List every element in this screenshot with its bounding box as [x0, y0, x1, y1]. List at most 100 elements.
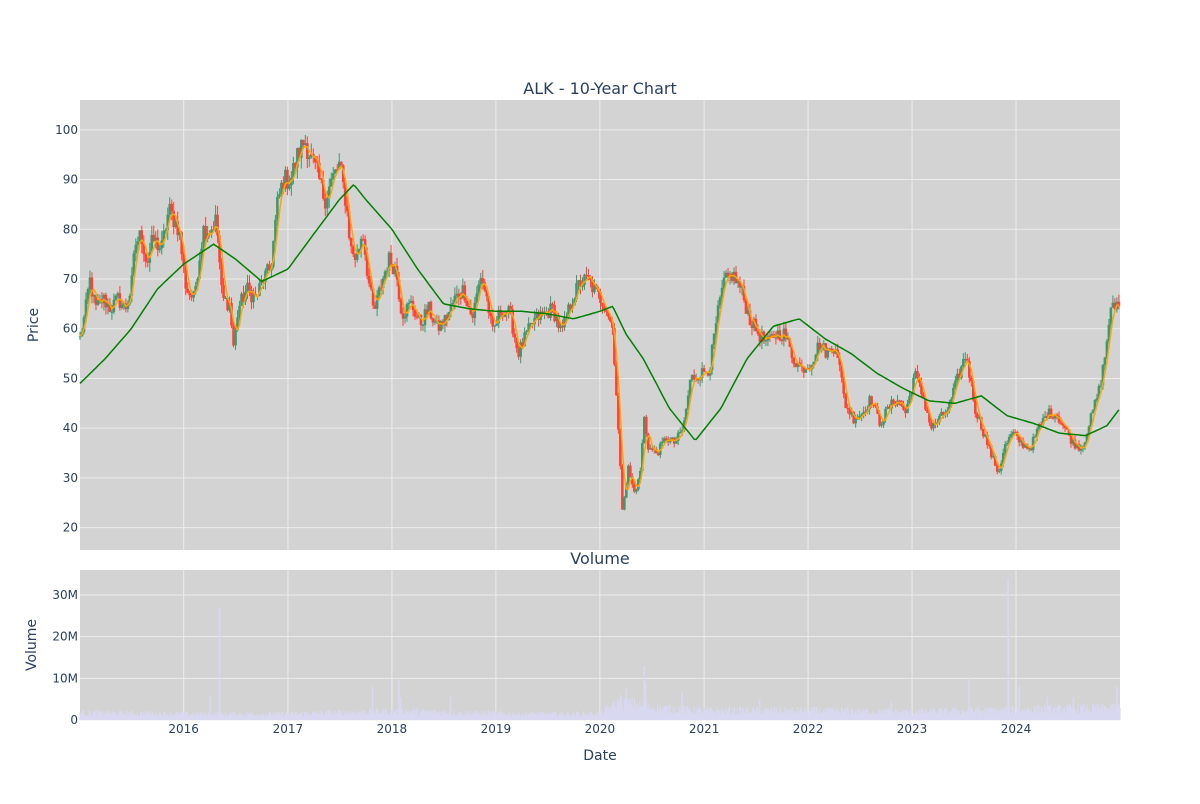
volume-bar	[883, 710, 885, 720]
volume-bar	[246, 715, 249, 720]
volume-bar	[333, 710, 335, 720]
candle-up	[337, 161, 341, 170]
volume-bar	[310, 714, 313, 720]
candle-down	[898, 400, 901, 402]
volume-bar	[128, 712, 130, 720]
volume-bar	[984, 707, 986, 720]
volume-bar	[602, 715, 604, 720]
volume-bar	[161, 716, 163, 720]
candle-up	[495, 323, 499, 326]
candle-down	[1025, 444, 1029, 449]
volume-bar	[260, 716, 262, 720]
volume-bar	[737, 714, 739, 720]
volume-bar	[231, 711, 233, 720]
volume-bar	[442, 711, 444, 720]
volume-bar	[718, 710, 720, 720]
volume-bar	[376, 708, 378, 720]
candle-down	[489, 312, 493, 317]
volume-bar	[1062, 708, 1064, 720]
volume-bar	[800, 707, 802, 720]
volume-bar	[222, 714, 225, 720]
volume-bar	[822, 713, 824, 720]
candle-up	[593, 284, 596, 293]
volume-bar	[739, 706, 741, 720]
volume-bar	[864, 709, 866, 720]
volume-bar	[189, 714, 191, 720]
volume-bar	[934, 711, 937, 720]
candle-down	[848, 408, 851, 415]
volume-bar	[813, 710, 815, 720]
volume-bar	[443, 710, 445, 720]
volume-bar-spike	[218, 607, 221, 720]
candle-up	[956, 373, 959, 381]
candle-down	[401, 313, 405, 319]
volume-bar	[706, 706, 708, 720]
candle-up	[752, 318, 756, 329]
candle-down	[487, 296, 491, 313]
candle-down	[792, 357, 796, 364]
volume-bar	[403, 713, 405, 720]
volume-bar	[428, 710, 430, 720]
volume-bar	[138, 715, 140, 720]
candle-up	[246, 282, 249, 292]
volume-bar	[600, 712, 602, 720]
volume-bar	[738, 714, 740, 720]
candle-down	[561, 325, 564, 328]
candle-down	[1069, 435, 1073, 444]
candle-up	[194, 285, 197, 292]
volume-y-tick-label: 30M	[52, 588, 78, 602]
volume-bar	[786, 710, 788, 720]
volume-bar	[731, 713, 733, 720]
volume-bar	[1010, 714, 1012, 720]
volume-bar	[698, 707, 700, 720]
candle-up	[983, 434, 987, 437]
volume-bar	[897, 709, 899, 720]
volume-bar	[542, 712, 544, 720]
volume-bar	[228, 713, 231, 720]
candle-up	[168, 203, 172, 215]
candle-down	[142, 243, 146, 255]
volume-bar	[933, 709, 936, 720]
volume-bar	[867, 708, 869, 720]
volume-bar	[416, 709, 418, 720]
volume-bar	[898, 712, 900, 720]
candle-down	[924, 398, 927, 410]
candle-up	[1109, 307, 1113, 325]
candle-down	[870, 396, 873, 405]
volume-bar	[411, 712, 414, 720]
volume-bar	[87, 714, 90, 720]
volume-bar	[460, 710, 462, 720]
candle-up	[272, 240, 275, 267]
volume-bar	[986, 707, 988, 720]
volume-bar	[750, 714, 752, 720]
volume-bar	[942, 714, 944, 720]
candle-down	[968, 361, 971, 378]
volume-bar	[441, 715, 443, 720]
volume-bar	[690, 711, 692, 720]
volume-bar	[424, 712, 426, 720]
volume-bar	[1078, 713, 1080, 720]
volume-bar	[841, 708, 843, 720]
volume-bar	[146, 710, 149, 720]
volume-bar	[243, 716, 245, 720]
volume-bar	[1023, 707, 1025, 720]
volume-bar	[926, 711, 928, 720]
volume-bar	[667, 705, 669, 720]
volume-bar	[904, 709, 907, 720]
candle-up	[154, 237, 158, 241]
candle-up	[1053, 414, 1057, 419]
volume-bar	[597, 716, 599, 720]
volume-bar	[810, 711, 813, 720]
candle-up	[503, 312, 507, 317]
volume-bar	[608, 707, 610, 720]
candle-up	[1083, 442, 1087, 447]
candle-down	[347, 211, 351, 239]
candle-up	[1097, 385, 1101, 399]
volume-bar	[175, 712, 177, 720]
volume-bar	[526, 712, 528, 720]
volume-bar	[769, 710, 772, 720]
candle-up	[1103, 357, 1107, 365]
candle-up	[449, 304, 453, 312]
volume-bar	[110, 714, 112, 720]
volume-bar	[693, 706, 696, 720]
